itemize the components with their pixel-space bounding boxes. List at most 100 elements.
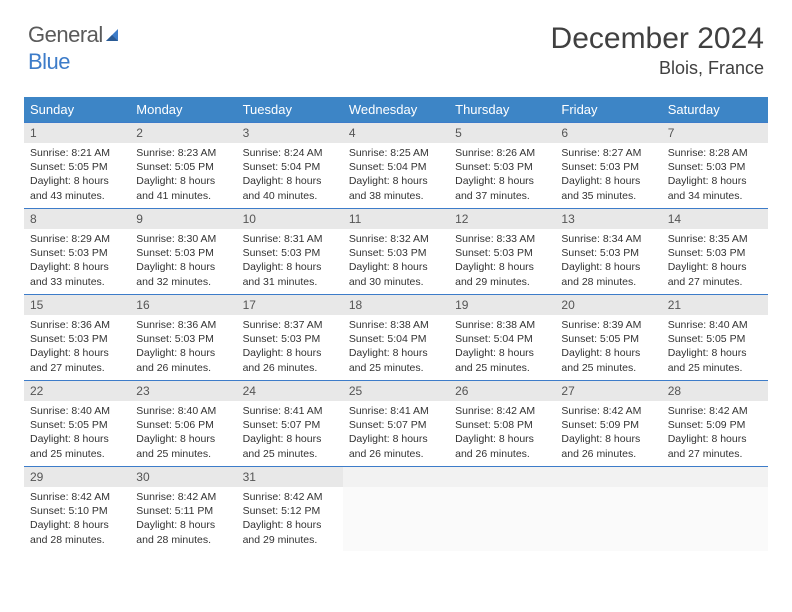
day-details: Sunrise: 8:41 AMSunset: 5:07 PMDaylight:… <box>343 401 449 465</box>
day-number: 18 <box>343 295 449 315</box>
daylight-line-1: Daylight: 8 hours <box>243 174 337 188</box>
calendar-day-cell: 10Sunrise: 8:31 AMSunset: 5:03 PMDayligh… <box>237 209 343 295</box>
sunset-line: Sunset: 5:08 PM <box>455 418 549 432</box>
daylight-line-2: and 38 minutes. <box>349 189 443 203</box>
sunrise-line: Sunrise: 8:38 AM <box>455 318 549 332</box>
day-number: 10 <box>237 209 343 229</box>
day-number: 31 <box>237 467 343 487</box>
sunset-line: Sunset: 5:05 PM <box>30 418 124 432</box>
day-number: 27 <box>555 381 661 401</box>
daylight-line-2: and 25 minutes. <box>561 361 655 375</box>
day-number: 9 <box>130 209 236 229</box>
day-number-empty <box>662 467 768 487</box>
calendar-day-cell: 30Sunrise: 8:42 AMSunset: 5:11 PMDayligh… <box>130 467 236 553</box>
calendar-day-cell: 12Sunrise: 8:33 AMSunset: 5:03 PMDayligh… <box>449 209 555 295</box>
sunrise-line: Sunrise: 8:42 AM <box>136 490 230 504</box>
day-number: 28 <box>662 381 768 401</box>
day-details: Sunrise: 8:42 AMSunset: 5:08 PMDaylight:… <box>449 401 555 465</box>
daylight-line-2: and 41 minutes. <box>136 189 230 203</box>
calendar-day-cell: 21Sunrise: 8:40 AMSunset: 5:05 PMDayligh… <box>662 295 768 381</box>
sunrise-line: Sunrise: 8:37 AM <box>243 318 337 332</box>
weekday-heading: Wednesday <box>343 97 449 123</box>
calendar-day-cell: 26Sunrise: 8:42 AMSunset: 5:08 PMDayligh… <box>449 381 555 467</box>
day-details: Sunrise: 8:40 AMSunset: 5:05 PMDaylight:… <box>24 401 130 465</box>
sunset-line: Sunset: 5:09 PM <box>668 418 762 432</box>
day-details: Sunrise: 8:28 AMSunset: 5:03 PMDaylight:… <box>662 143 768 207</box>
day-number-empty <box>555 467 661 487</box>
sunset-line: Sunset: 5:05 PM <box>30 160 124 174</box>
day-details: Sunrise: 8:40 AMSunset: 5:05 PMDaylight:… <box>662 315 768 379</box>
calendar-day-cell <box>343 467 449 553</box>
daylight-line-2: and 28 minutes. <box>136 533 230 547</box>
calendar-week-row: 22Sunrise: 8:40 AMSunset: 5:05 PMDayligh… <box>24 381 768 467</box>
day-details: Sunrise: 8:42 AMSunset: 5:10 PMDaylight:… <box>24 487 130 551</box>
daylight-line-1: Daylight: 8 hours <box>243 432 337 446</box>
daylight-line-1: Daylight: 8 hours <box>668 174 762 188</box>
daylight-line-2: and 25 minutes. <box>455 361 549 375</box>
sunset-line: Sunset: 5:03 PM <box>668 246 762 260</box>
day-number: 6 <box>555 123 661 143</box>
daylight-line-1: Daylight: 8 hours <box>668 260 762 274</box>
day-details: Sunrise: 8:23 AMSunset: 5:05 PMDaylight:… <box>130 143 236 207</box>
calendar-week-row: 8Sunrise: 8:29 AMSunset: 5:03 PMDaylight… <box>24 209 768 295</box>
calendar-week-row: 29Sunrise: 8:42 AMSunset: 5:10 PMDayligh… <box>24 467 768 553</box>
weekday-heading: Saturday <box>662 97 768 123</box>
calendar-day-cell: 17Sunrise: 8:37 AMSunset: 5:03 PMDayligh… <box>237 295 343 381</box>
calendar-day-cell: 24Sunrise: 8:41 AMSunset: 5:07 PMDayligh… <box>237 381 343 467</box>
day-number: 16 <box>130 295 236 315</box>
sunrise-line: Sunrise: 8:21 AM <box>30 146 124 160</box>
daylight-line-2: and 27 minutes. <box>30 361 124 375</box>
daylight-line-2: and 40 minutes. <box>243 189 337 203</box>
day-details: Sunrise: 8:39 AMSunset: 5:05 PMDaylight:… <box>555 315 661 379</box>
sunset-line: Sunset: 5:03 PM <box>243 332 337 346</box>
day-details: Sunrise: 8:24 AMSunset: 5:04 PMDaylight:… <box>237 143 343 207</box>
day-details: Sunrise: 8:36 AMSunset: 5:03 PMDaylight:… <box>24 315 130 379</box>
calendar-day-cell: 15Sunrise: 8:36 AMSunset: 5:03 PMDayligh… <box>24 295 130 381</box>
calendar-day-cell: 23Sunrise: 8:40 AMSunset: 5:06 PMDayligh… <box>130 381 236 467</box>
calendar-day-cell: 11Sunrise: 8:32 AMSunset: 5:03 PMDayligh… <box>343 209 449 295</box>
day-number: 20 <box>555 295 661 315</box>
day-number: 15 <box>24 295 130 315</box>
sunrise-line: Sunrise: 8:28 AM <box>668 146 762 160</box>
sunset-line: Sunset: 5:03 PM <box>30 246 124 260</box>
sunrise-line: Sunrise: 8:36 AM <box>136 318 230 332</box>
day-body-empty <box>662 487 768 551</box>
daylight-line-1: Daylight: 8 hours <box>455 432 549 446</box>
sunset-line: Sunset: 5:03 PM <box>561 246 655 260</box>
location-label: Blois, France <box>551 58 764 79</box>
day-details: Sunrise: 8:42 AMSunset: 5:11 PMDaylight:… <box>130 487 236 551</box>
day-number: 13 <box>555 209 661 229</box>
day-number: 26 <box>449 381 555 401</box>
day-details: Sunrise: 8:29 AMSunset: 5:03 PMDaylight:… <box>24 229 130 293</box>
sunrise-line: Sunrise: 8:41 AM <box>243 404 337 418</box>
daylight-line-1: Daylight: 8 hours <box>30 260 124 274</box>
daylight-line-1: Daylight: 8 hours <box>30 518 124 532</box>
calendar-day-cell: 13Sunrise: 8:34 AMSunset: 5:03 PMDayligh… <box>555 209 661 295</box>
daylight-line-2: and 26 minutes. <box>243 361 337 375</box>
day-number: 23 <box>130 381 236 401</box>
calendar-day-cell: 4Sunrise: 8:25 AMSunset: 5:04 PMDaylight… <box>343 123 449 209</box>
sunset-line: Sunset: 5:09 PM <box>561 418 655 432</box>
calendar-day-cell: 1Sunrise: 8:21 AMSunset: 5:05 PMDaylight… <box>24 123 130 209</box>
day-details: Sunrise: 8:42 AMSunset: 5:09 PMDaylight:… <box>555 401 661 465</box>
calendar-week-row: 15Sunrise: 8:36 AMSunset: 5:03 PMDayligh… <box>24 295 768 381</box>
day-details: Sunrise: 8:38 AMSunset: 5:04 PMDaylight:… <box>449 315 555 379</box>
calendar-header-row: Sunday Monday Tuesday Wednesday Thursday… <box>24 97 768 123</box>
day-details: Sunrise: 8:30 AMSunset: 5:03 PMDaylight:… <box>130 229 236 293</box>
sunrise-line: Sunrise: 8:24 AM <box>243 146 337 160</box>
daylight-line-2: and 26 minutes. <box>349 447 443 461</box>
sunset-line: Sunset: 5:03 PM <box>30 332 124 346</box>
calendar-day-cell <box>555 467 661 553</box>
sunset-line: Sunset: 5:06 PM <box>136 418 230 432</box>
sunrise-line: Sunrise: 8:34 AM <box>561 232 655 246</box>
day-details: Sunrise: 8:38 AMSunset: 5:04 PMDaylight:… <box>343 315 449 379</box>
daylight-line-2: and 25 minutes. <box>243 447 337 461</box>
daylight-line-2: and 27 minutes. <box>668 275 762 289</box>
daylight-line-1: Daylight: 8 hours <box>349 346 443 360</box>
brand-part1: General <box>28 22 103 47</box>
weekday-heading: Thursday <box>449 97 555 123</box>
sunset-line: Sunset: 5:10 PM <box>30 504 124 518</box>
day-number: 12 <box>449 209 555 229</box>
daylight-line-1: Daylight: 8 hours <box>243 518 337 532</box>
daylight-line-1: Daylight: 8 hours <box>561 174 655 188</box>
